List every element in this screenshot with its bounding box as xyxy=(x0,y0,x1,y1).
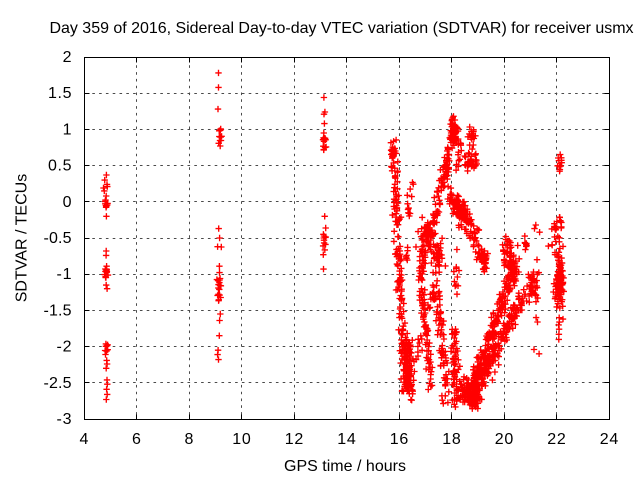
svg-text:16: 16 xyxy=(390,431,409,448)
svg-text:20: 20 xyxy=(495,431,514,448)
svg-text:-2.5: -2.5 xyxy=(44,375,72,392)
svg-text:0.5: 0.5 xyxy=(48,158,72,175)
svg-text:24: 24 xyxy=(600,431,619,448)
svg-text:4: 4 xyxy=(80,431,89,448)
svg-text:14: 14 xyxy=(337,431,356,448)
svg-text:22: 22 xyxy=(547,431,566,448)
svg-text:Day 359 of 2016, Sidereal Day-: Day 359 of 2016, Sidereal Day-to-day VTE… xyxy=(50,20,634,37)
svg-text:0: 0 xyxy=(63,194,72,211)
svg-text:-2: -2 xyxy=(57,339,72,356)
svg-text:10: 10 xyxy=(232,431,251,448)
svg-text:SDTVAR / TECUs: SDTVAR / TECUs xyxy=(14,174,31,303)
svg-text:-1.5: -1.5 xyxy=(44,302,72,319)
svg-text:6: 6 xyxy=(132,431,141,448)
svg-text:GPS time / hours: GPS time / hours xyxy=(284,458,406,475)
svg-text:1.5: 1.5 xyxy=(48,85,72,102)
svg-text:18: 18 xyxy=(442,431,461,448)
svg-text:-0.5: -0.5 xyxy=(44,230,72,247)
svg-text:2: 2 xyxy=(63,49,72,66)
svg-text:-3: -3 xyxy=(57,411,72,428)
svg-text:1: 1 xyxy=(63,121,72,138)
svg-text:8: 8 xyxy=(185,431,194,448)
svg-text:-1: -1 xyxy=(57,266,72,283)
svg-text:12: 12 xyxy=(285,431,304,448)
